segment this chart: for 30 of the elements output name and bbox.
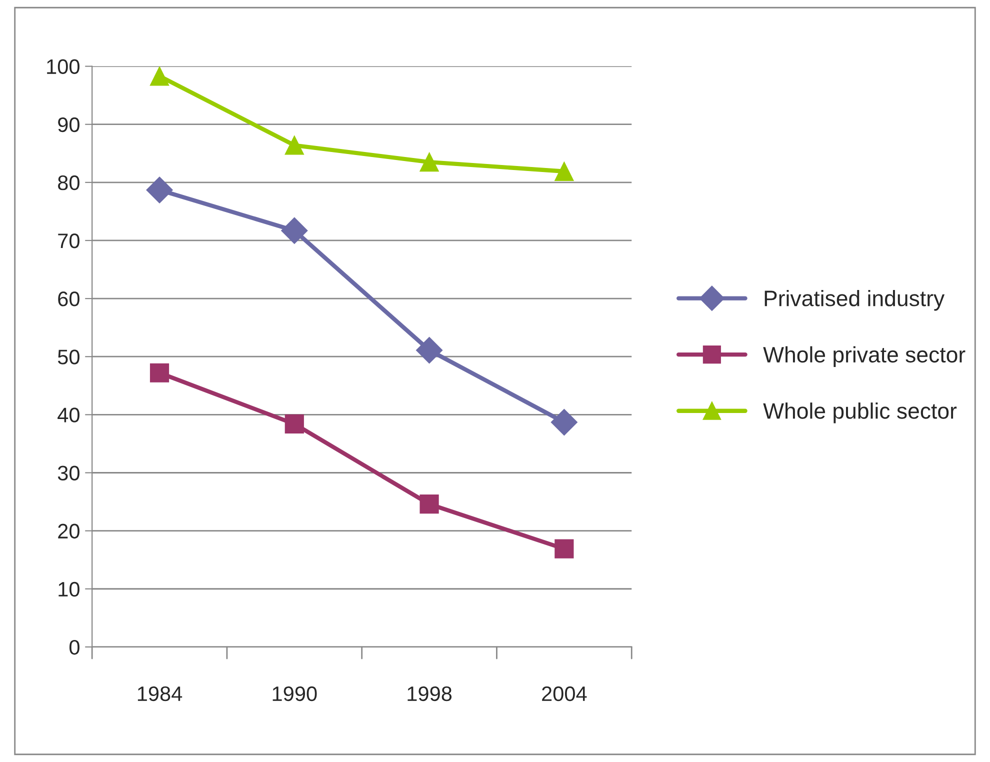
point <box>420 152 439 172</box>
point <box>554 539 574 558</box>
legend-label: Privatised industry <box>764 290 945 311</box>
y-tick-label: 20 <box>58 524 80 539</box>
x-tick-label: 1990 <box>272 686 317 702</box>
point <box>284 414 304 434</box>
point <box>416 336 443 364</box>
point <box>550 408 578 436</box>
y-tick-label: 60 <box>58 292 80 306</box>
x-tick-label: 1984 <box>138 686 182 702</box>
x-tick-label: 2004 <box>542 686 587 702</box>
y-tick-label: 0 <box>69 640 80 655</box>
point <box>281 217 308 244</box>
point <box>146 176 173 204</box>
y-tick-label: 30 <box>58 466 80 480</box>
point <box>150 66 170 86</box>
point <box>284 136 304 155</box>
y-tick-label: 50 <box>58 350 80 364</box>
point <box>554 162 574 181</box>
y-tick-label: 10 <box>58 582 80 597</box>
y-tick-label: 80 <box>58 175 80 190</box>
y-tick-label: 40 <box>58 408 80 422</box>
x-tick-label: 1998 <box>408 686 452 702</box>
point <box>150 363 170 382</box>
point <box>420 494 439 514</box>
y-tick-label: 100 <box>47 59 80 74</box>
legend-label: Whole public sector <box>763 402 957 424</box>
legend-label: Whole private sector <box>763 346 966 367</box>
y-tick-label: 90 <box>58 117 80 132</box>
y-tick-label: 70 <box>58 233 80 248</box>
